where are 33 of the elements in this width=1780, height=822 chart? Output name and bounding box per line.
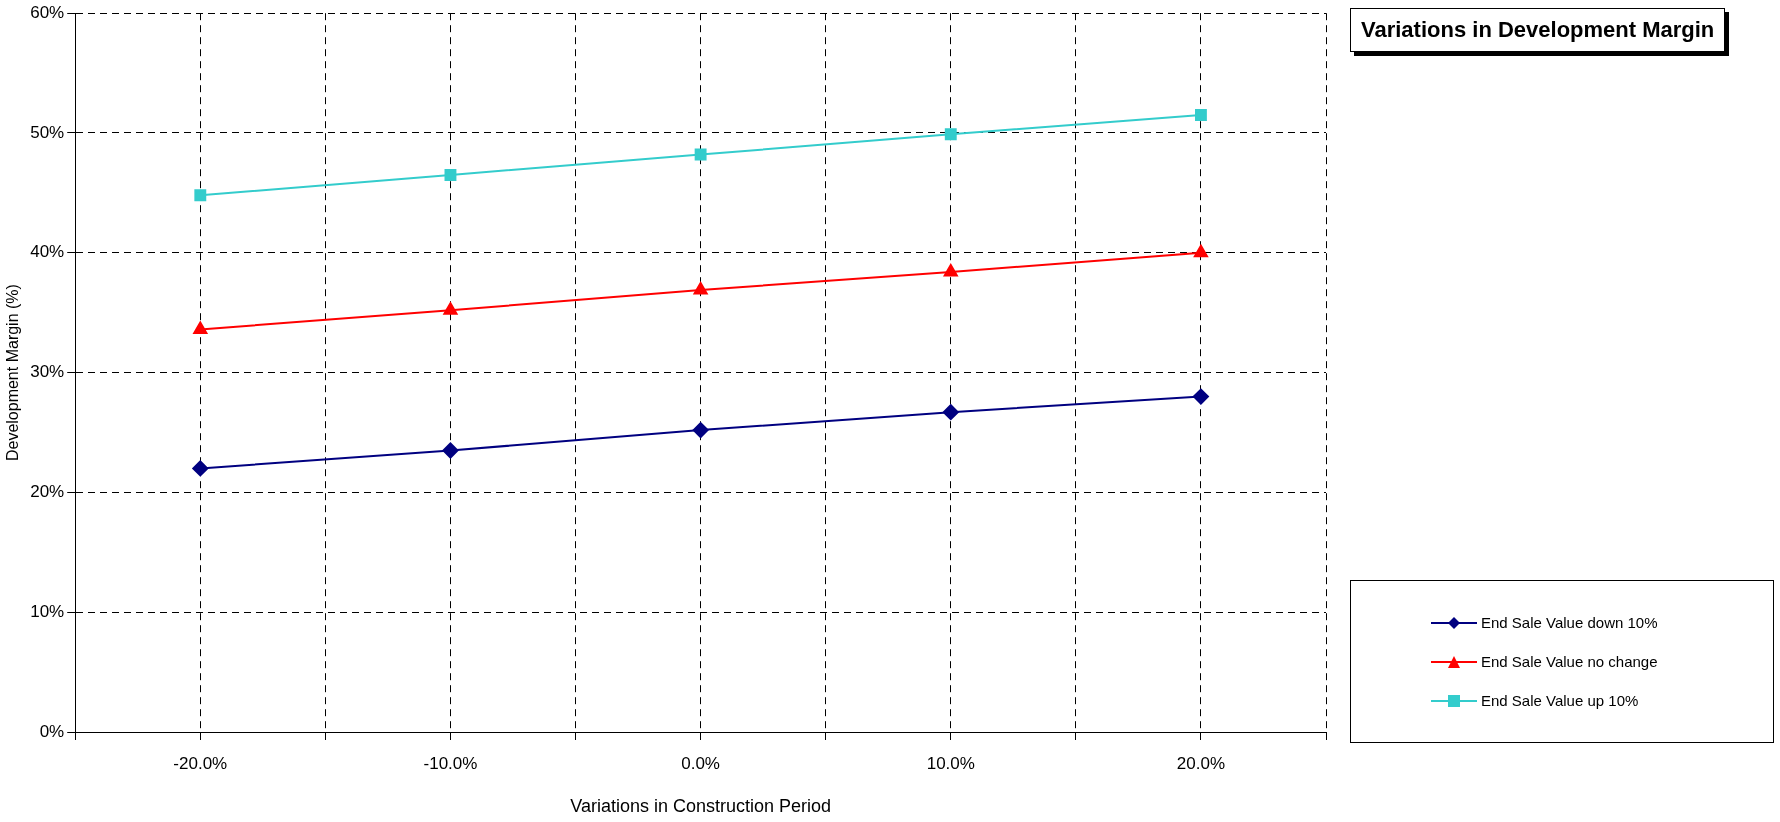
y-tick-label: 40% <box>30 242 65 262</box>
legend-label: End Sale Value down 10% <box>1481 614 1658 631</box>
point <box>194 189 207 202</box>
y-tick-label: 0% <box>39 721 65 741</box>
point <box>944 128 957 141</box>
point <box>442 442 459 459</box>
point <box>693 281 708 295</box>
y-tick-label: 20% <box>30 482 65 502</box>
y-axis-title: Development Margin (%) <box>4 284 22 462</box>
x-tick-label: 10.0% <box>926 753 975 773</box>
x-tick-label: -10.0% <box>423 753 478 773</box>
point <box>192 460 209 477</box>
point <box>193 321 208 334</box>
y-tick-label: 50% <box>30 122 65 142</box>
point <box>694 148 707 161</box>
point <box>443 302 458 315</box>
text: Variations in Development Margin <box>1350 8 1726 52</box>
x-tick-label: 20.0% <box>1176 753 1226 773</box>
point <box>444 168 457 181</box>
y-tick-label: 30% <box>30 362 65 382</box>
point <box>692 422 709 439</box>
point <box>1194 109 1207 121</box>
legend-label: End Sale Value up 10% <box>1481 692 1639 709</box>
legend-label: End Sale Value no change <box>1481 653 1658 670</box>
x-tick-label: 0.0% <box>681 753 720 773</box>
point <box>1193 244 1208 258</box>
y-tick-label: 10% <box>30 601 65 621</box>
y-tick-label: 60% <box>30 2 65 22</box>
point <box>942 404 959 421</box>
x-axis-title: Variations in Construction Period <box>570 796 832 817</box>
x-tick-label: -20.0% <box>173 753 228 773</box>
point <box>1192 388 1209 405</box>
point <box>943 263 958 277</box>
